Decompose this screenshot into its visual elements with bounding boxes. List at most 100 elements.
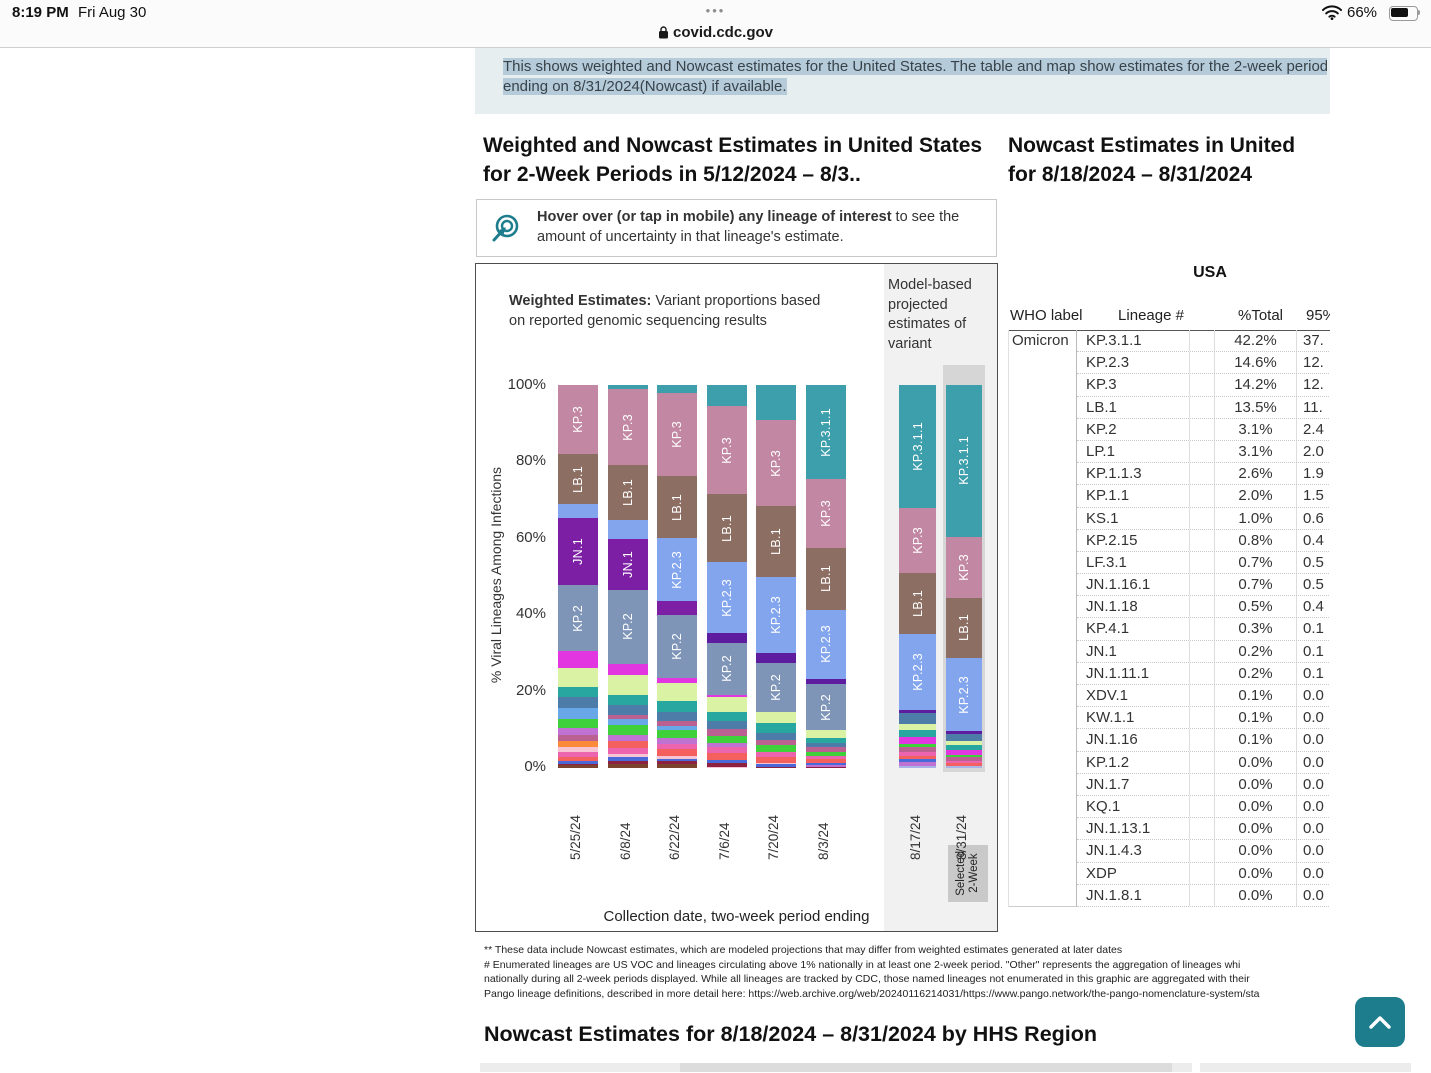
bar-segment-JN.1[interactable] [657, 601, 698, 615]
bar-segment-Other[interactable] [607, 763, 648, 768]
bar-segment-Other[interactable] [806, 737, 846, 744]
bar-segment-Other[interactable] [607, 725, 648, 736]
bar-segment-Other[interactable] [806, 747, 846, 752]
bar-segment-Other[interactable] [756, 745, 797, 753]
bar-segment-Other[interactable] [657, 730, 698, 739]
bar-segment-Other[interactable] [558, 707, 598, 719]
bar-segment-Other[interactable] [657, 726, 698, 731]
bar-segment-KP.3[interactable]: KP.3 [899, 508, 936, 574]
bar-segment-Other[interactable] [946, 757, 982, 761]
bar-segment-Other[interactable] [806, 764, 846, 767]
bar-segment-Other[interactable] [607, 663, 648, 676]
bar-segment-Other[interactable] [657, 677, 698, 684]
bar-segment-KP.2[interactable]: KP.2 [607, 589, 648, 664]
bar-segment-Other[interactable] [756, 653, 797, 663]
bar-segment-KP.3[interactable]: KP.3 [756, 419, 797, 507]
bar-segment-Other[interactable] [706, 759, 747, 763]
bar-segment-Other[interactable] [756, 762, 797, 764]
bar-segment-Other[interactable] [706, 694, 747, 698]
bar-segment-KP.3[interactable]: KP.3 [806, 479, 846, 549]
bar-segment-KP.2[interactable]: KP.2 [756, 662, 797, 713]
bar-segment-Other[interactable] [657, 711, 698, 721]
bar-segment-Other[interactable] [706, 633, 747, 643]
bar-segment-Other[interactable] [806, 678, 846, 684]
bar-segment-Other[interactable] [946, 754, 982, 758]
bar-segment-Other[interactable] [946, 731, 982, 734]
bar-segment-Other[interactable] [558, 747, 598, 752]
bar-segment-KP.2.3[interactable]: KP.2.3 [706, 562, 747, 634]
bar-segment-Other[interactable] [806, 759, 846, 763]
bar-segment-Other[interactable] [756, 766, 797, 768]
bar-segment-KP.2.3[interactable]: KP.2.3 [946, 657, 982, 732]
bar-segment-Other[interactable] [657, 761, 698, 764]
bar-segment-Other[interactable] [806, 762, 846, 765]
bar-segment-KP.3.1.1[interactable]: KP.3.1.1 [946, 385, 982, 537]
bar-segment-Other[interactable] [607, 675, 648, 696]
bar-segment-LB.1[interactable]: LB.1 [657, 476, 698, 539]
bar-segment-Other[interactable] [657, 683, 698, 701]
bar-segment-Other[interactable] [756, 752, 797, 758]
bar-segment-Other[interactable] [657, 749, 698, 756]
bar-segment-KP.2[interactable]: KP.2 [806, 684, 846, 731]
bar-segment-Other[interactable] [899, 712, 936, 724]
bar-segment-Other[interactable] [806, 751, 846, 757]
bar-segment-Other[interactable] [756, 764, 797, 767]
bar-segment-Other[interactable] [558, 761, 598, 764]
tab-handle-dots[interactable]: ••• [705, 3, 726, 18]
bar-segment-LB.1[interactable]: LB.1 [706, 494, 747, 563]
bar-segment-Other[interactable] [706, 742, 747, 747]
bar-segment-KP.2[interactable]: KP.2 [657, 614, 698, 678]
bar-segment-Other[interactable] [756, 740, 797, 746]
bar-segment-Other[interactable] [657, 720, 698, 727]
bar-segment-KP.2[interactable]: KP.2 [706, 642, 747, 695]
bar-segment-Other[interactable] [756, 757, 797, 763]
bar-segment-JN.1[interactable]: JN.1 [607, 538, 648, 590]
bar-segment-LB.1[interactable]: LB.1 [946, 598, 982, 658]
bar-segment-KP.2.3[interactable] [558, 504, 598, 519]
bar-segment-Other[interactable] [899, 747, 936, 753]
bar-segment-KP.2.3[interactable]: KP.2.3 [806, 609, 846, 679]
bar-segment-Other[interactable] [899, 761, 936, 766]
bar-segment-KP.3[interactable]: KP.3 [706, 406, 747, 495]
bar-segment-KP.3.1.1[interactable] [756, 385, 797, 420]
bar-segment-Other[interactable] [899, 752, 936, 756]
bar-segment-Other[interactable] [946, 763, 982, 766]
bar-segment-Other[interactable] [558, 718, 598, 729]
bar-segment-KP.3[interactable]: KP.3 [558, 385, 598, 455]
bar-segment-Other[interactable] [706, 712, 747, 722]
bar-segment-LB.1[interactable]: LB.1 [607, 464, 648, 521]
bar-segment-KP.3[interactable]: KP.3 [607, 389, 648, 465]
bar-segment-Other[interactable] [946, 765, 982, 768]
bar-segment-Other[interactable] [657, 738, 698, 744]
bar-segment-Other[interactable] [657, 743, 698, 750]
bar-segment-KP.2.3[interactable] [607, 520, 648, 539]
bar-segment-Other[interactable] [899, 709, 936, 713]
bar-segment-Other[interactable] [607, 753, 648, 757]
bar-segment-Other[interactable] [899, 765, 936, 768]
bar-segment-LB.1[interactable]: LB.1 [806, 548, 846, 610]
bar-segment-KP.2.3[interactable]: KP.2.3 [657, 538, 698, 602]
bar-segment-KP.3[interactable]: KP.3 [946, 536, 982, 598]
bar-segment-Other[interactable] [607, 740, 648, 748]
bar-segment-Other[interactable] [756, 722, 797, 734]
bar-segment-Other[interactable] [558, 740, 598, 748]
bar-segment-Other[interactable] [756, 712, 797, 723]
bar-segment-Other[interactable] [607, 760, 648, 764]
bar-segment-Other[interactable] [607, 719, 648, 726]
address-bar[interactable]: covid.cdc.gov [0, 24, 1431, 41]
bar-segment-Other[interactable] [756, 733, 797, 741]
bar-segment-Other[interactable] [806, 766, 846, 768]
bar-segment-KP.2[interactable]: KP.2 [558, 584, 598, 652]
bar-segment-Other[interactable] [558, 696, 598, 708]
bar-segment-Other[interactable] [558, 728, 598, 736]
bar-segment-Other[interactable] [706, 729, 747, 737]
bar-segment-Other[interactable] [706, 753, 747, 760]
bar-segment-Other[interactable] [706, 736, 747, 743]
bar-segment-Other[interactable] [607, 748, 648, 754]
bar-segment-KP.3.1.1[interactable]: KP.3.1.1 [806, 385, 846, 480]
bar-segment-Other[interactable] [607, 705, 648, 716]
bar-segment-Other[interactable] [607, 715, 648, 720]
bar-segment-LB.1[interactable]: LB.1 [558, 454, 598, 505]
bar-segment-Other[interactable] [806, 743, 846, 748]
bar-segment-Other[interactable] [558, 763, 598, 766]
